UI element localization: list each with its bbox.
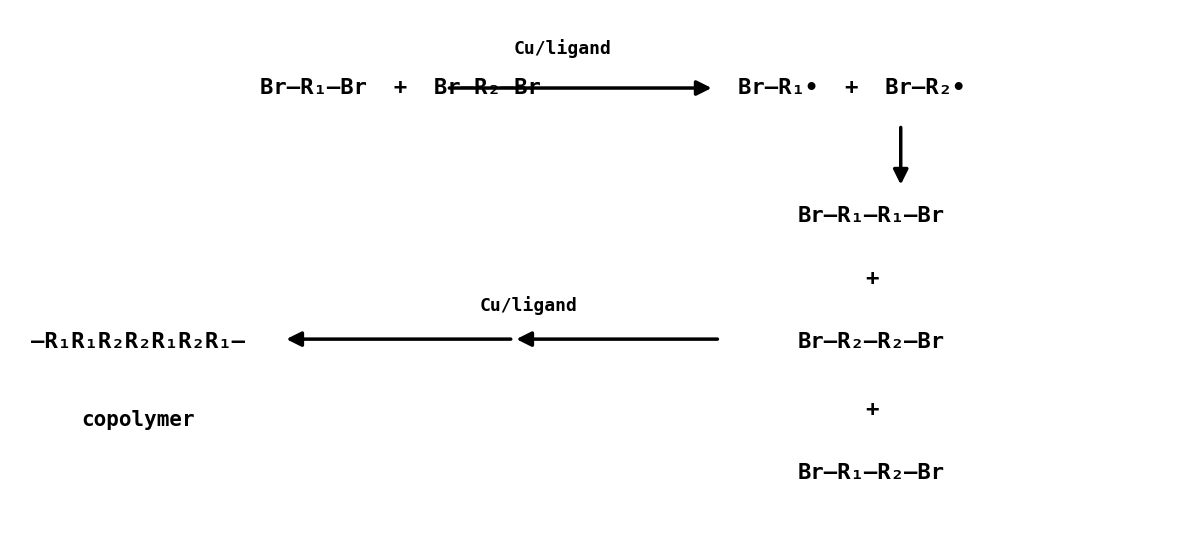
Text: Br–R₁–Br  +  Br–R₂–Br: Br–R₁–Br + Br–R₂–Br <box>260 78 542 98</box>
Text: –R₁R₁R₂R₂R₁R₂R₁–: –R₁R₁R₂R₂R₁R₂R₁– <box>31 332 245 352</box>
Text: Br–R₁–R₁–Br: Br–R₁–R₁–Br <box>798 206 945 226</box>
Text: Cu/ligand: Cu/ligand <box>480 296 577 315</box>
Text: Br–R₁–R₂–Br: Br–R₁–R₂–Br <box>798 462 945 483</box>
Text: +: + <box>865 400 878 420</box>
Text: Cu/ligand: Cu/ligand <box>514 39 612 59</box>
Text: copolymer: copolymer <box>81 410 194 430</box>
Text: Br–R₁•  +  Br–R₂•: Br–R₁• + Br–R₂• <box>737 78 965 98</box>
Text: Br–R₂–R₂–Br: Br–R₂–R₂–Br <box>798 332 945 352</box>
Text: +: + <box>865 269 878 289</box>
